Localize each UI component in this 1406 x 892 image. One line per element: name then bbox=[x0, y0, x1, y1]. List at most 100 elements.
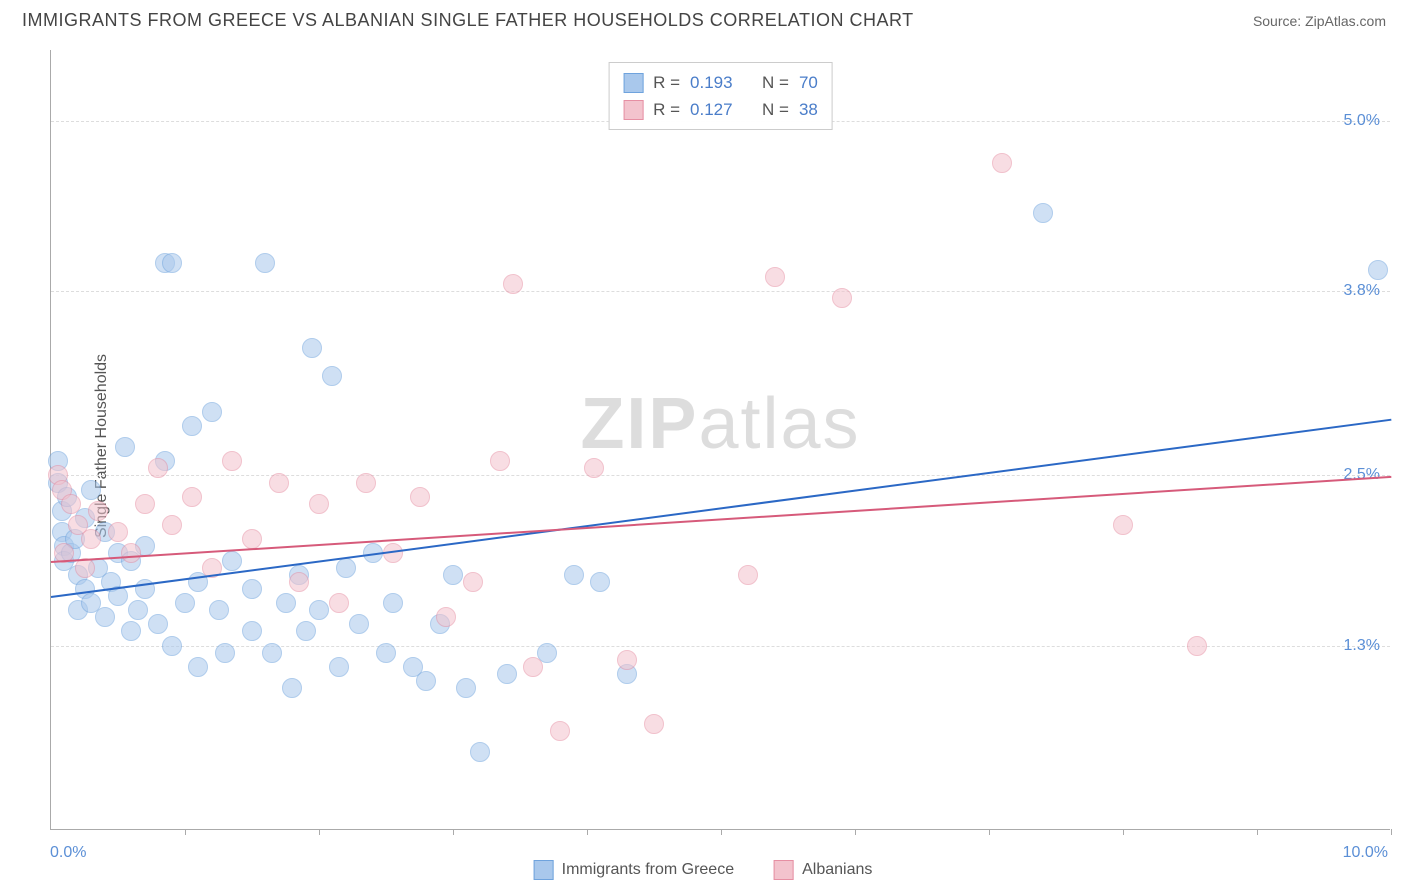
x-axis-max-label: 10.0% bbox=[1343, 844, 1388, 862]
r-label: R = bbox=[653, 96, 680, 123]
data-point bbox=[490, 451, 510, 471]
data-point bbox=[584, 458, 604, 478]
r-value: 0.127 bbox=[690, 96, 733, 123]
data-point bbox=[81, 480, 101, 500]
data-point bbox=[309, 600, 329, 620]
data-point bbox=[1113, 515, 1133, 535]
data-point bbox=[590, 572, 610, 592]
data-point bbox=[121, 621, 141, 641]
data-point bbox=[148, 458, 168, 478]
data-point bbox=[302, 338, 322, 358]
data-point bbox=[182, 416, 202, 436]
data-point bbox=[242, 579, 262, 599]
data-point bbox=[162, 253, 182, 273]
data-point bbox=[644, 714, 664, 734]
data-point bbox=[148, 614, 168, 634]
data-point bbox=[1187, 636, 1207, 656]
trend-line bbox=[51, 475, 1391, 562]
x-tick bbox=[1257, 829, 1258, 835]
data-point bbox=[242, 621, 262, 641]
data-point bbox=[309, 494, 329, 514]
data-point bbox=[242, 529, 262, 549]
x-tick bbox=[721, 829, 722, 835]
legend-item: Immigrants from Greece bbox=[534, 860, 734, 880]
data-point bbox=[383, 593, 403, 613]
data-point bbox=[416, 671, 436, 691]
legend-swatch bbox=[774, 860, 794, 880]
series-legend: Immigrants from Greece Albanians bbox=[534, 860, 873, 880]
data-point bbox=[296, 621, 316, 641]
data-point bbox=[95, 607, 115, 627]
data-point bbox=[222, 551, 242, 571]
x-tick bbox=[319, 829, 320, 835]
watermark: ZIPatlas bbox=[580, 383, 860, 465]
chart-container: ZIPatlas R = 0.193 N = 70R = 0.127 N = 3… bbox=[50, 50, 1390, 830]
data-point bbox=[222, 451, 242, 471]
data-point bbox=[410, 487, 430, 507]
data-point bbox=[463, 572, 483, 592]
data-point bbox=[162, 515, 182, 535]
data-point bbox=[182, 487, 202, 507]
data-point bbox=[617, 650, 637, 670]
legend-label: Albanians bbox=[802, 861, 872, 879]
r-label: R = bbox=[653, 69, 680, 96]
data-point bbox=[356, 473, 376, 493]
data-point bbox=[188, 657, 208, 677]
data-point bbox=[135, 494, 155, 514]
data-point bbox=[175, 593, 195, 613]
data-point bbox=[61, 494, 81, 514]
data-point bbox=[121, 543, 141, 563]
data-point bbox=[276, 593, 296, 613]
data-point bbox=[550, 721, 570, 741]
data-point bbox=[269, 473, 289, 493]
x-tick bbox=[1391, 829, 1392, 835]
y-tick-label: 2.5% bbox=[1344, 466, 1380, 484]
x-tick bbox=[989, 829, 990, 835]
legend-label: Immigrants from Greece bbox=[562, 861, 734, 879]
data-point bbox=[88, 501, 108, 521]
data-point bbox=[215, 643, 235, 663]
n-value: 38 bbox=[799, 96, 818, 123]
x-tick bbox=[453, 829, 454, 835]
data-point bbox=[349, 614, 369, 634]
x-tick bbox=[185, 829, 186, 835]
data-point bbox=[497, 664, 517, 684]
data-point bbox=[162, 636, 182, 656]
x-tick bbox=[1123, 829, 1124, 835]
n-value: 70 bbox=[799, 69, 818, 96]
data-point bbox=[108, 522, 128, 542]
data-point bbox=[992, 153, 1012, 173]
n-label: N = bbox=[762, 96, 789, 123]
x-tick bbox=[587, 829, 588, 835]
data-point bbox=[832, 288, 852, 308]
trend-line bbox=[51, 419, 1391, 598]
data-point bbox=[329, 593, 349, 613]
data-point bbox=[115, 437, 135, 457]
y-tick-label: 3.8% bbox=[1344, 282, 1380, 300]
data-point bbox=[255, 253, 275, 273]
data-point bbox=[443, 565, 463, 585]
x-axis-min-label: 0.0% bbox=[50, 844, 86, 862]
chart-title: IMMIGRANTS FROM GREECE VS ALBANIAN SINGL… bbox=[22, 10, 914, 31]
data-point bbox=[262, 643, 282, 663]
legend-item: Albanians bbox=[774, 860, 872, 880]
data-point bbox=[738, 565, 758, 585]
plot-area: ZIPatlas R = 0.193 N = 70R = 0.127 N = 3… bbox=[50, 50, 1390, 830]
data-point bbox=[470, 742, 490, 762]
data-point bbox=[209, 600, 229, 620]
data-point bbox=[503, 274, 523, 294]
correlation-legend: R = 0.193 N = 70R = 0.127 N = 38 bbox=[608, 62, 833, 130]
data-point bbox=[523, 657, 543, 677]
data-point bbox=[336, 558, 356, 578]
legend-swatch bbox=[534, 860, 554, 880]
data-point bbox=[329, 657, 349, 677]
legend-swatch bbox=[623, 100, 643, 120]
y-tick-label: 1.3% bbox=[1344, 637, 1380, 655]
data-point bbox=[376, 643, 396, 663]
data-point bbox=[1368, 260, 1388, 280]
x-tick bbox=[855, 829, 856, 835]
gridline-horizontal bbox=[51, 291, 1390, 292]
data-point bbox=[289, 572, 309, 592]
n-label: N = bbox=[762, 69, 789, 96]
data-point bbox=[81, 529, 101, 549]
